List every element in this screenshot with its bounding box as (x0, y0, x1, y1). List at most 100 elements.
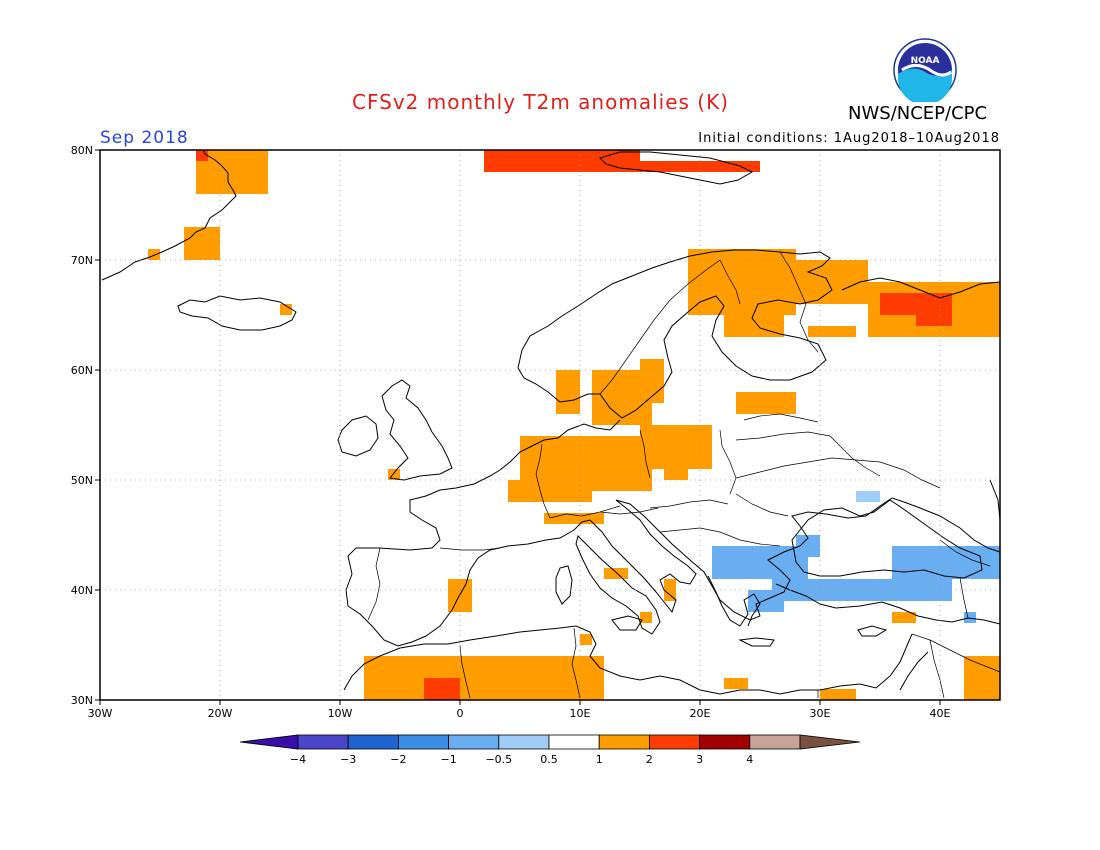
border-morocco-algeria (459, 645, 471, 699)
anomaly-cell-26 (724, 678, 748, 689)
border-norway-sweden (599, 259, 721, 395)
border-belarus (735, 431, 841, 447)
lat-tick-label: 50N (71, 474, 93, 487)
anomaly-cell-25 (364, 656, 604, 700)
legend-bin-6 (548, 734, 600, 750)
border-france-germany (549, 505, 621, 519)
anomaly-cell-27 (820, 689, 856, 700)
coastline-black-sea (791, 499, 983, 579)
coastline-anatolia (775, 583, 1001, 625)
coastline-caspian (989, 479, 1001, 521)
anomaly-cell-10 (592, 370, 652, 425)
anomaly-cell-29 (964, 656, 1000, 700)
axis-ticks (95, 149, 941, 705)
anomaly-cell-17 (664, 469, 688, 480)
anomaly-cell-21 (604, 568, 628, 579)
anomaly-cell-11 (640, 359, 664, 403)
legend-tick-label: −3 (340, 753, 356, 766)
anomaly-cell-15 (508, 480, 592, 502)
coastline-sardinia (555, 565, 573, 605)
anomaly-cell-38 (748, 590, 784, 612)
anomaly-cell-0 (196, 150, 268, 194)
coastline-iceland (177, 295, 297, 331)
anomaly-cell-2 (148, 249, 160, 260)
coastline-north-africa (343, 625, 913, 695)
anomaly-cell-8 (808, 326, 856, 337)
coastline-white-sea (841, 277, 1001, 299)
legend-tick-label: −4 (290, 753, 306, 766)
border-germany-poland (639, 429, 651, 479)
anomaly-cell-4 (688, 249, 796, 315)
anomaly-cell-9 (556, 370, 580, 414)
legend-bin-9 (699, 734, 751, 750)
border-france-spain (439, 547, 501, 551)
lat-tick-label: 60N (71, 364, 93, 377)
anomaly-cell-40 (892, 546, 1000, 579)
noaa-logo: NOAA (893, 38, 957, 102)
anomaly-cell-33 (880, 293, 952, 315)
lat-tick-label: 80N (71, 144, 93, 157)
border-spain-portugal (367, 547, 381, 621)
lon-tick-label: 10E (570, 707, 591, 720)
border-ukraine (735, 457, 941, 489)
country-borders (367, 251, 1001, 699)
legend-tick-label: 2 (646, 753, 653, 766)
anomaly-cell-32 (640, 161, 760, 172)
legend-tick-label: −0.5 (485, 753, 512, 766)
coastline-red-sea (899, 651, 929, 691)
anomaly-cell-28 (892, 612, 916, 623)
border-austria (599, 507, 659, 515)
anomaly-cell-35 (424, 678, 460, 700)
anomaly-cells (148, 150, 1000, 700)
coastline-great-britain (381, 379, 453, 481)
color-legend: −4 −3 −2 −1 −0.5 0.5 1 2 3 4 (239, 734, 861, 766)
anomaly-cell-14 (604, 436, 652, 491)
logo-water (898, 68, 952, 102)
anomaly-cell-18 (544, 513, 604, 524)
border-poland-east (719, 429, 737, 495)
legend-bin-11 (799, 734, 861, 750)
border-mideast-2 (929, 639, 945, 699)
border-sweden-finland (719, 259, 741, 305)
legend-bin-2 (347, 734, 399, 750)
border-finland-russia (779, 251, 819, 353)
coastline-continent (345, 419, 1001, 647)
lat-tick-label: 40N (71, 584, 93, 597)
anomaly-cell-30 (196, 150, 208, 161)
border-russia-ukraine (839, 445, 881, 477)
coastline-cyprus (857, 625, 888, 637)
logo-text: NOAA (911, 56, 940, 66)
chart-title: CFSv2 monthly T2m anomalies (K) (352, 90, 729, 114)
lat-tick-label: 30N (71, 694, 93, 707)
legend-tick-label: −2 (390, 753, 406, 766)
coastline-italy (575, 535, 661, 635)
lon-tick-label: 20W (208, 707, 233, 720)
anomaly-cell-6 (796, 260, 868, 304)
anomaly-cell-41 (796, 535, 820, 557)
anomaly-cell-22 (664, 579, 676, 601)
map-frame (99, 149, 1001, 701)
anomaly-cell-42 (964, 612, 976, 623)
anomaly-cell-31 (484, 150, 640, 172)
lat-tick-label: 70N (71, 254, 93, 267)
lon-tick-label: 30E (810, 707, 831, 720)
border-hungary (649, 499, 729, 509)
coastline-greece (707, 575, 761, 627)
legend-bin-4 (448, 734, 500, 750)
anomaly-cell-3 (280, 304, 292, 315)
lon-tick-label: 20E (690, 707, 711, 720)
anomaly-cell-36 (856, 491, 880, 502)
logo-bird (901, 64, 952, 77)
legend-bin-8 (649, 734, 701, 750)
legend-bin-5 (498, 734, 550, 750)
anomaly-cell-39 (772, 579, 952, 601)
anomaly-cell-12 (736, 392, 796, 414)
lon-tick-label: 10W (328, 707, 353, 720)
anomaly-cell-7 (868, 282, 1000, 337)
valid-month: Sep 2018 (100, 128, 189, 148)
legend-tick-label: 1 (596, 753, 603, 766)
lon-tick-label: 0 (457, 707, 464, 720)
anomaly-cell-37 (712, 546, 808, 579)
anomaly-cell-24 (580, 634, 592, 645)
